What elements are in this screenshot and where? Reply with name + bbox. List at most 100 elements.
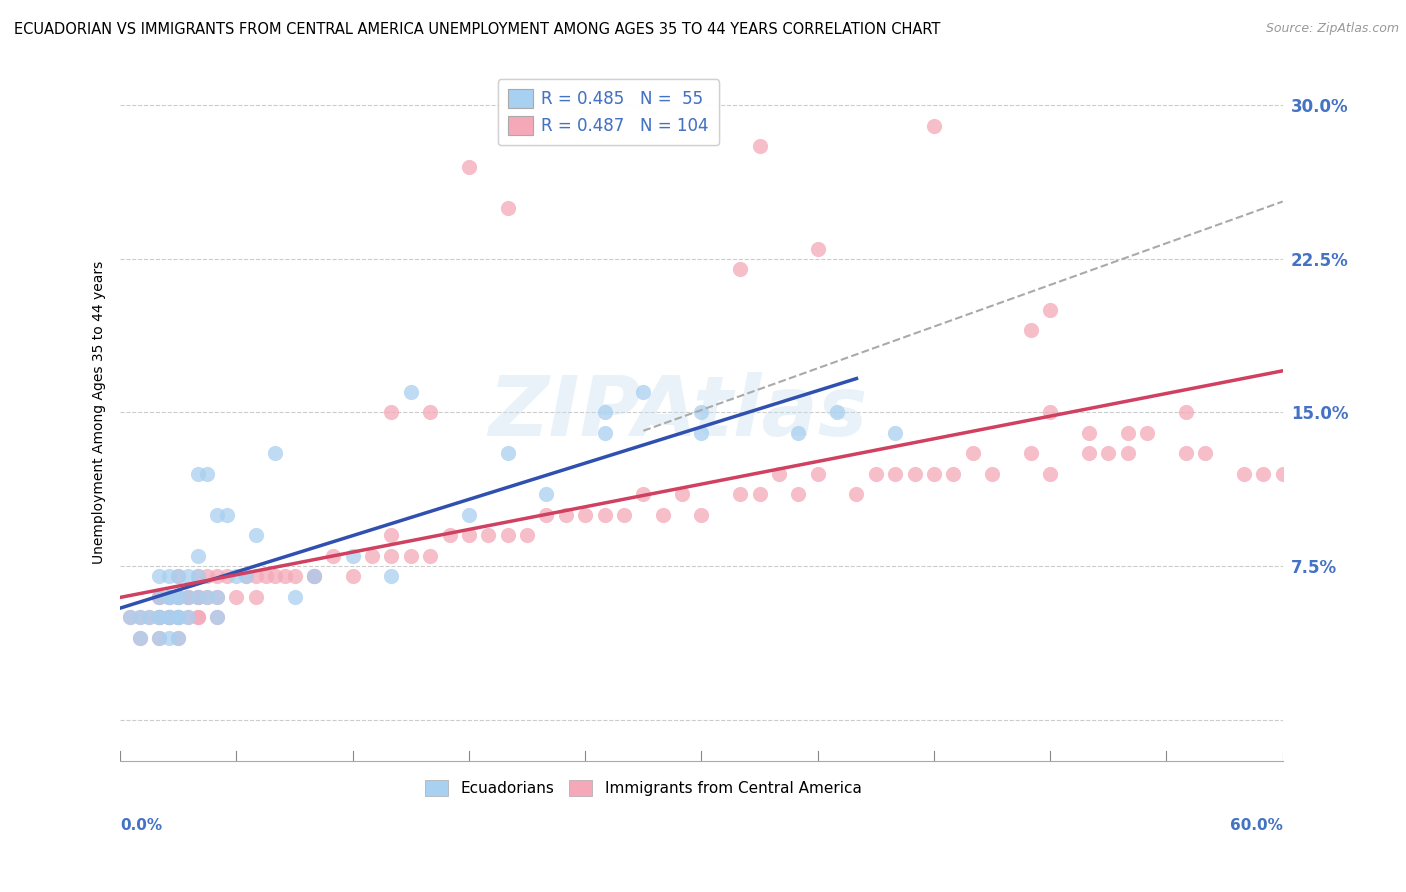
Point <box>264 446 287 460</box>
Point <box>1174 446 1197 460</box>
Point <box>177 610 200 624</box>
Point <box>205 610 228 624</box>
Point <box>128 631 150 645</box>
Point <box>593 425 616 440</box>
Point <box>904 467 927 481</box>
Point <box>197 569 219 583</box>
Point <box>205 590 228 604</box>
Point <box>177 610 200 624</box>
Point <box>651 508 673 522</box>
Point <box>148 590 170 604</box>
Point <box>419 549 441 563</box>
Point <box>1039 405 1062 419</box>
Point <box>205 610 228 624</box>
Point <box>157 610 180 624</box>
Point <box>215 569 238 583</box>
Point <box>1194 446 1216 460</box>
Point <box>1078 446 1101 460</box>
Point <box>167 610 190 624</box>
Point <box>157 610 180 624</box>
Point <box>942 467 965 481</box>
Point <box>177 590 200 604</box>
Point <box>167 610 190 624</box>
Point <box>167 590 190 604</box>
Point <box>593 405 616 419</box>
Point <box>245 528 267 542</box>
Point <box>148 631 170 645</box>
Point <box>807 242 830 256</box>
Point <box>118 610 141 624</box>
Point <box>1253 467 1275 481</box>
Point <box>167 590 190 604</box>
Point <box>177 569 200 583</box>
Point <box>554 508 576 522</box>
Point <box>197 467 219 481</box>
Text: ZIPAtlas: ZIPAtlas <box>488 372 868 453</box>
Point <box>177 590 200 604</box>
Point <box>825 405 848 419</box>
Point <box>1039 303 1062 318</box>
Point <box>167 569 190 583</box>
Point <box>399 549 422 563</box>
Point <box>884 425 907 440</box>
Point <box>865 467 887 481</box>
Point <box>187 569 209 583</box>
Point <box>148 590 170 604</box>
Point <box>225 569 247 583</box>
Point <box>177 590 200 604</box>
Point <box>167 610 190 624</box>
Point <box>187 590 209 604</box>
Point <box>205 590 228 604</box>
Point <box>205 569 228 583</box>
Point <box>167 610 190 624</box>
Point <box>574 508 596 522</box>
Point <box>148 631 170 645</box>
Point <box>845 487 868 501</box>
Point <box>399 384 422 399</box>
Point <box>302 569 325 583</box>
Point <box>187 467 209 481</box>
Point <box>157 610 180 624</box>
Point <box>633 384 655 399</box>
Point <box>496 201 519 215</box>
Point <box>728 487 751 501</box>
Point <box>245 569 267 583</box>
Point <box>235 569 257 583</box>
Point <box>768 467 790 481</box>
Text: ECUADORIAN VS IMMIGRANTS FROM CENTRAL AMERICA UNEMPLOYMENT AMONG AGES 35 TO 44 Y: ECUADORIAN VS IMMIGRANTS FROM CENTRAL AM… <box>14 22 941 37</box>
Point <box>458 160 481 174</box>
Point <box>245 590 267 604</box>
Point <box>205 508 228 522</box>
Point <box>128 610 150 624</box>
Point <box>254 569 277 583</box>
Point <box>167 631 190 645</box>
Point <box>148 590 170 604</box>
Point <box>215 508 238 522</box>
Point <box>167 590 190 604</box>
Point <box>477 528 499 542</box>
Point <box>157 610 180 624</box>
Point <box>157 569 180 583</box>
Point <box>157 631 180 645</box>
Point <box>536 508 558 522</box>
Point <box>302 569 325 583</box>
Point <box>380 549 402 563</box>
Point <box>536 487 558 501</box>
Point <box>148 610 170 624</box>
Point <box>1039 467 1062 481</box>
Point <box>922 467 945 481</box>
Point <box>274 569 297 583</box>
Point <box>128 610 150 624</box>
Point <box>361 549 384 563</box>
Point <box>284 590 307 604</box>
Point <box>187 610 209 624</box>
Point <box>1136 425 1159 440</box>
Point <box>1097 446 1119 460</box>
Point <box>748 487 770 501</box>
Point <box>138 610 160 624</box>
Point <box>419 405 441 419</box>
Point <box>148 569 170 583</box>
Point <box>187 549 209 563</box>
Point <box>380 405 402 419</box>
Point <box>167 590 190 604</box>
